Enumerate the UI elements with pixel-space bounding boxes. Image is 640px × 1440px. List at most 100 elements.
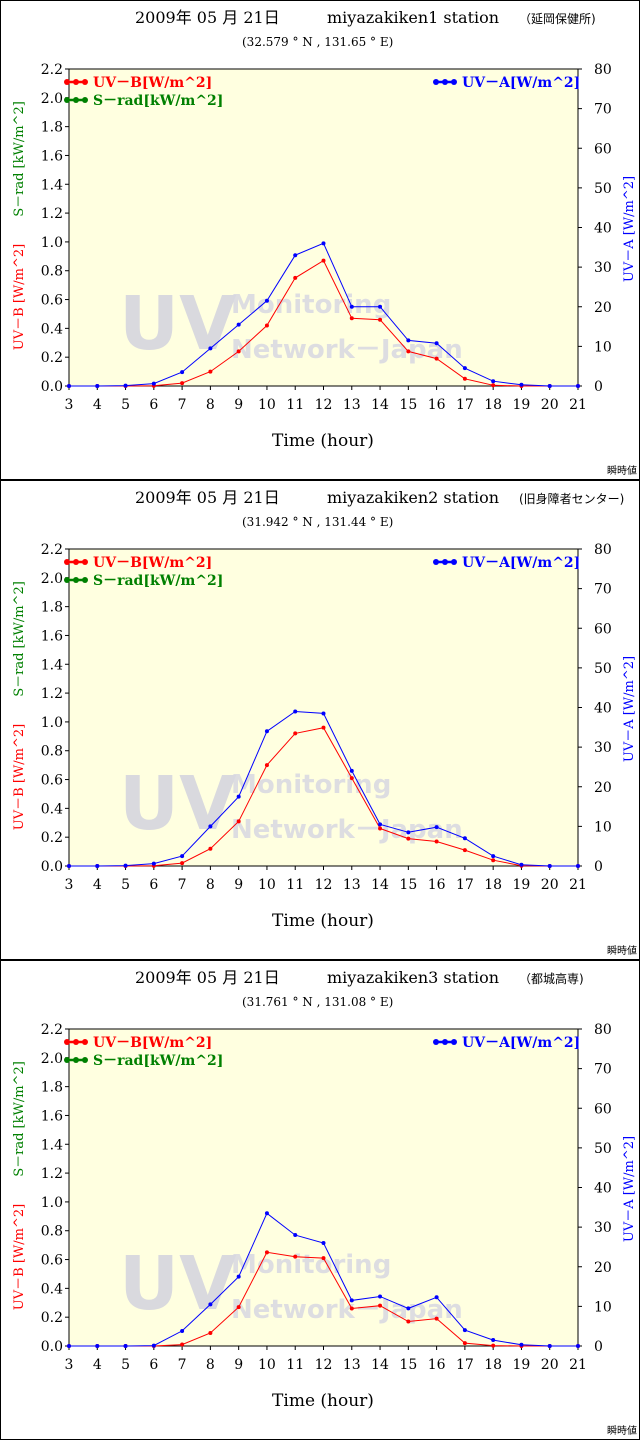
y-right-tick-label: 60 xyxy=(594,1101,612,1117)
series-uva-point xyxy=(95,864,100,868)
series-uvb-point xyxy=(491,1343,496,1348)
y-left-tick-label: 1.2 xyxy=(41,686,63,702)
legend-uvb-dot xyxy=(64,1039,70,1045)
legend-srad-label: S－rad[kW/m^2] xyxy=(93,573,223,589)
x-tick-label: 14 xyxy=(371,1357,389,1373)
series-uva-point xyxy=(180,1328,185,1333)
legend-srad-dot xyxy=(64,1057,70,1063)
plot-area xyxy=(69,1029,578,1346)
x-tick-label: 3 xyxy=(65,877,74,893)
series-uvb-point xyxy=(406,349,411,354)
x-tick-label: 4 xyxy=(93,397,102,413)
y-right-axis-label: UV－A [W/m^2] xyxy=(622,1136,637,1242)
x-tick-label: 21 xyxy=(569,1357,587,1373)
series-uva-point xyxy=(434,825,439,830)
x-axis-label: Time (hour) xyxy=(272,911,374,931)
legend-srad-dot xyxy=(73,577,79,583)
x-tick-label: 20 xyxy=(541,877,559,893)
x-tick-label: 12 xyxy=(315,877,333,893)
x-tick-label: 8 xyxy=(206,877,215,893)
legend-uva-dot xyxy=(451,559,457,565)
y-right-tick-label: 70 xyxy=(594,582,612,598)
legend-uvb: UV－B[W/m^2] xyxy=(64,1035,212,1051)
legend-srad-dot xyxy=(73,1057,79,1063)
y-left-tick-label: 1.6 xyxy=(41,628,63,644)
legend-uvb-dot xyxy=(73,79,79,85)
series-uva-point xyxy=(406,338,411,343)
legend-srad: S－rad[kW/m^2] xyxy=(64,1053,223,1069)
chart-svg: 2009年 05 月 21日 miyazakiken1 station （延岡保健所… xyxy=(12,8,637,477)
x-tick-label: 11 xyxy=(286,1357,304,1373)
y-left-axis-label-srad: S－rad [kW/m^2] xyxy=(12,581,27,697)
legend-uvb-dot xyxy=(82,559,88,565)
series-uvb-point xyxy=(293,731,298,736)
series-uva-point xyxy=(547,864,552,868)
series-uva-point xyxy=(576,1344,580,1348)
y-left-tick-label: 1.2 xyxy=(41,1166,63,1182)
x-tick-label: 10 xyxy=(258,877,276,893)
series-uvb-point xyxy=(180,381,185,386)
x-tick-label: 17 xyxy=(456,1357,474,1373)
x-tick-label: 15 xyxy=(399,1357,417,1373)
y-right-tick-label: 20 xyxy=(594,1260,612,1276)
y-left-tick-label: 1.6 xyxy=(41,1108,63,1124)
series-uva-point xyxy=(293,253,298,258)
chart-coords: (31.942 ° N , 131.44 ° E) xyxy=(242,515,393,529)
legend-srad-dot xyxy=(73,97,79,103)
legend-uvb-dot xyxy=(82,1039,88,1045)
legend-uvb-dot xyxy=(73,1039,79,1045)
series-uvb-point xyxy=(293,275,298,280)
x-tick-label: 6 xyxy=(149,397,158,413)
legend-srad-dot xyxy=(82,97,88,103)
y-left-tick-label: 0.2 xyxy=(41,350,63,366)
y-left-tick-label: 0.8 xyxy=(41,264,63,280)
legend-srad: S－rad[kW/m^2] xyxy=(64,573,223,589)
y-left-tick-label: 2.0 xyxy=(41,1051,63,1067)
y-left-tick-label: 0.4 xyxy=(41,801,63,817)
series-uva-point xyxy=(349,304,354,309)
series-uvb-point xyxy=(462,1341,467,1346)
legend-uvb-dot xyxy=(64,79,70,85)
x-tick-label: 11 xyxy=(286,397,304,413)
y-right-tick-label: 80 xyxy=(594,62,612,78)
series-uvb-point xyxy=(434,356,439,361)
y-right-tick-label: 30 xyxy=(594,1220,612,1236)
series-uva-point xyxy=(236,794,241,799)
series-uva-point xyxy=(151,381,156,386)
y-right-tick-label: 20 xyxy=(594,780,612,796)
footer-note: 瞬時値 xyxy=(607,464,637,477)
series-uva-point xyxy=(95,384,100,388)
series-uvb-point xyxy=(321,725,326,730)
x-tick-label: 4 xyxy=(93,877,102,893)
x-tick-label: 8 xyxy=(206,1357,215,1373)
series-uva-point xyxy=(462,1328,467,1333)
x-tick-label: 5 xyxy=(121,877,130,893)
series-uva-point xyxy=(67,864,71,868)
y-left-tick-label: 0.0 xyxy=(41,859,63,875)
y-right-tick-label: 50 xyxy=(594,181,612,197)
series-uvb-point xyxy=(434,839,439,844)
y-right-tick-label: 70 xyxy=(594,102,612,118)
x-tick-label: 9 xyxy=(234,877,243,893)
x-tick-label: 19 xyxy=(513,877,531,893)
series-uva-point xyxy=(123,863,128,868)
chart-location: （延岡保健所) xyxy=(519,12,596,26)
legend-uvb: UV－B[W/m^2] xyxy=(64,555,212,571)
series-uva-point xyxy=(576,864,580,868)
series-uva-point xyxy=(519,1342,524,1347)
y-left-axis-label: UV－B [W/m^2] xyxy=(12,1204,27,1310)
series-uvb-point xyxy=(378,317,383,322)
x-tick-label: 16 xyxy=(428,397,446,413)
legend-uva-dot xyxy=(442,1039,448,1045)
series-uvb-point xyxy=(236,349,241,354)
x-tick-label: 5 xyxy=(121,1357,130,1373)
y-right-tick-label: 50 xyxy=(594,1141,612,1157)
series-uva-point xyxy=(434,1295,439,1300)
chart-panel-2: 2009年 05 月 21日 miyazakiken2 station (旧身障者セ… xyxy=(0,480,640,960)
x-tick-label: 6 xyxy=(149,1357,158,1373)
x-tick-label: 9 xyxy=(234,1357,243,1373)
series-uva-point xyxy=(378,822,383,827)
series-uva-point xyxy=(151,1343,156,1348)
series-uvb-point xyxy=(208,846,213,851)
y-right-tick-label: 10 xyxy=(594,1299,612,1315)
